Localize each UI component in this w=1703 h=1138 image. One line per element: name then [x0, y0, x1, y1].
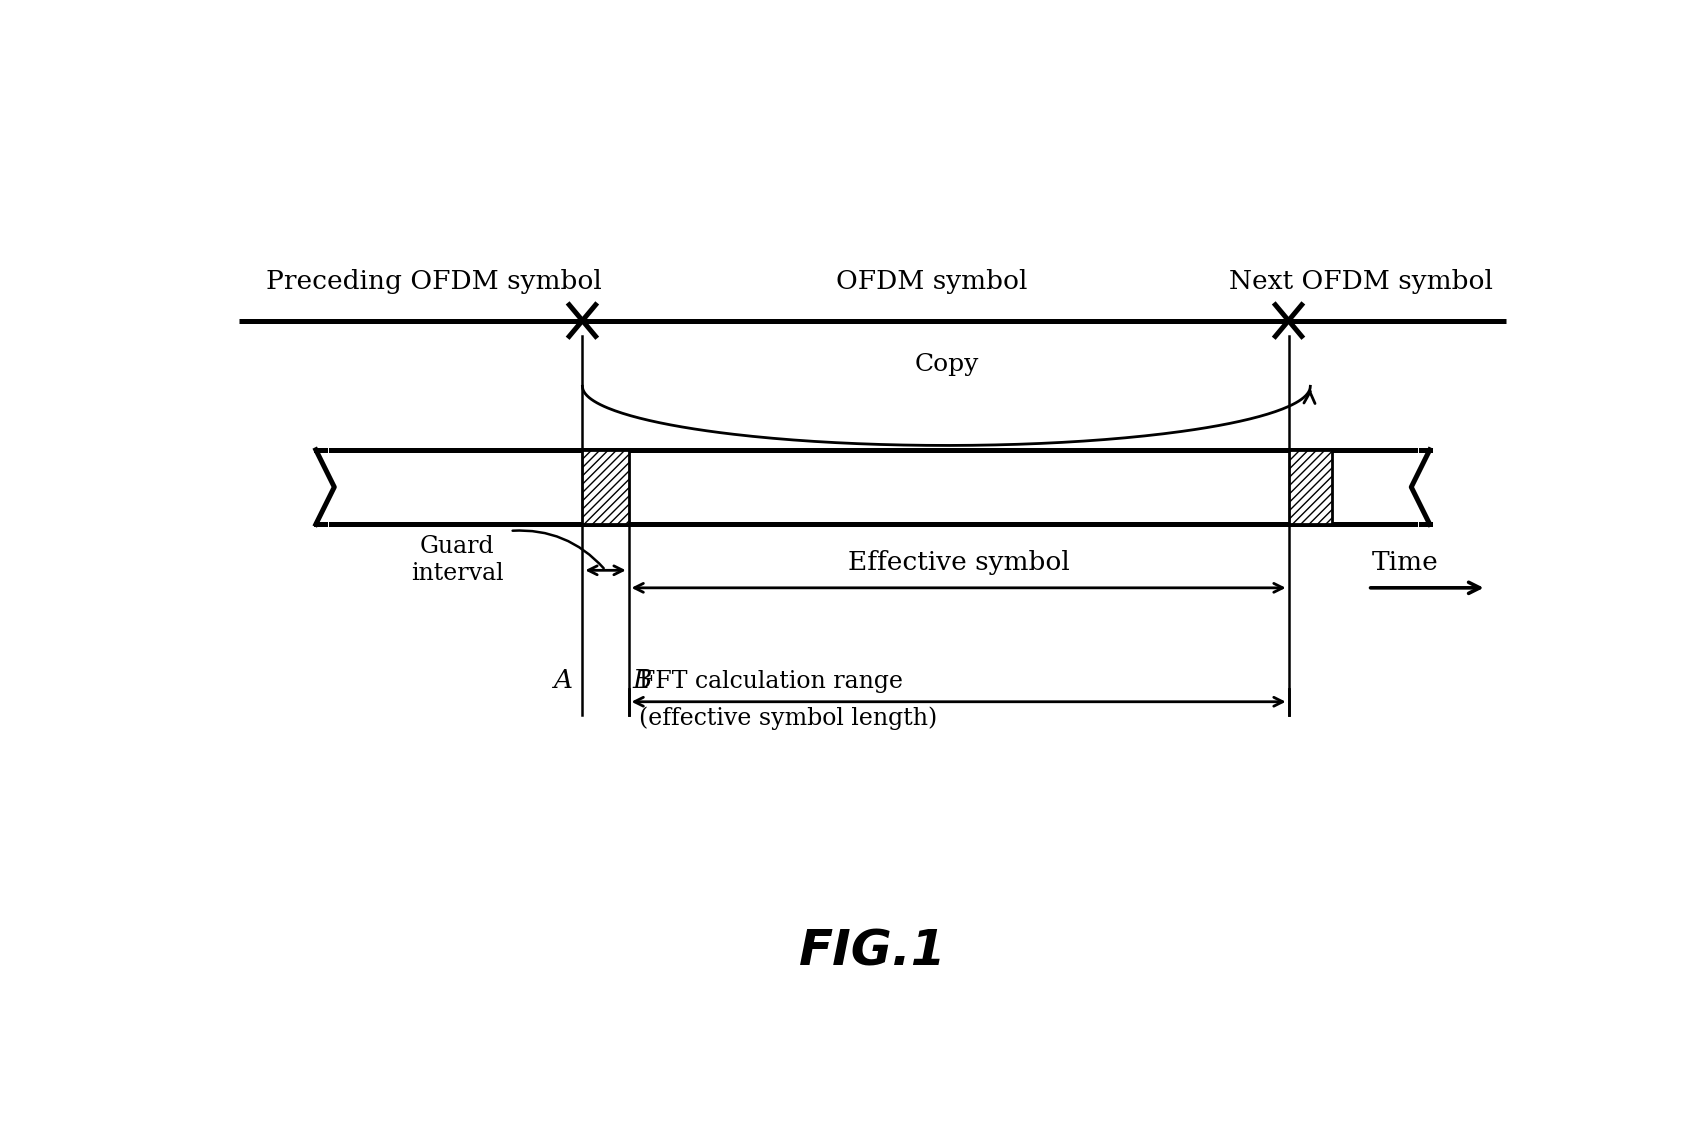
Text: Preceding OFDM symbol: Preceding OFDM symbol [266, 270, 601, 295]
Text: Copy: Copy [915, 353, 979, 376]
Bar [582, 450, 628, 525]
Text: OFDM symbol: OFDM symbol [836, 270, 1029, 295]
Text: (effective symbol length): (effective symbol length) [639, 706, 937, 729]
Bar [1289, 450, 1332, 525]
Bar [325, 450, 1420, 525]
Text: Time: Time [1371, 550, 1439, 575]
Text: Next OFDM symbol: Next OFDM symbol [1230, 270, 1494, 295]
Text: B: B [632, 668, 652, 693]
Text: Effective symbol: Effective symbol [848, 550, 1069, 575]
Text: FIG.1: FIG.1 [799, 927, 947, 975]
Text: Guard
interval: Guard interval [410, 535, 504, 585]
Text: A: A [553, 668, 572, 693]
Text: FFT calculation range: FFT calculation range [639, 670, 903, 693]
